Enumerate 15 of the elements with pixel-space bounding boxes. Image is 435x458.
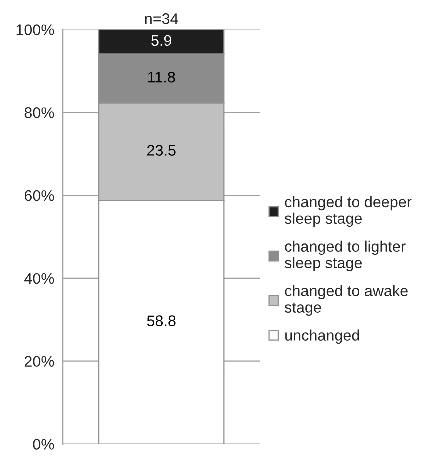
chart-title: n=34: [145, 14, 178, 24]
legend-label: changed to deeper sleep stage: [285, 196, 412, 228]
y-tick-label: 40%: [24, 273, 54, 284]
legend-label: changed to lighter sleep stage: [285, 240, 406, 272]
legend-label: unchanged: [286, 330, 360, 344]
data-label: 5.9: [152, 35, 172, 46]
data-label: 58.8: [147, 316, 176, 326]
y-tick-label: 20%: [24, 356, 54, 368]
y-tick-label: 0%: [33, 439, 54, 450]
data-label: 23.5: [148, 145, 176, 156]
data-label: 11.8: [148, 72, 176, 83]
y-tick-label: 80%: [24, 108, 54, 118]
y-tick-label: 60%: [24, 190, 54, 202]
y-tick-label: 100%: [16, 24, 54, 36]
legend-label: changed to awake stage: [285, 285, 408, 316]
